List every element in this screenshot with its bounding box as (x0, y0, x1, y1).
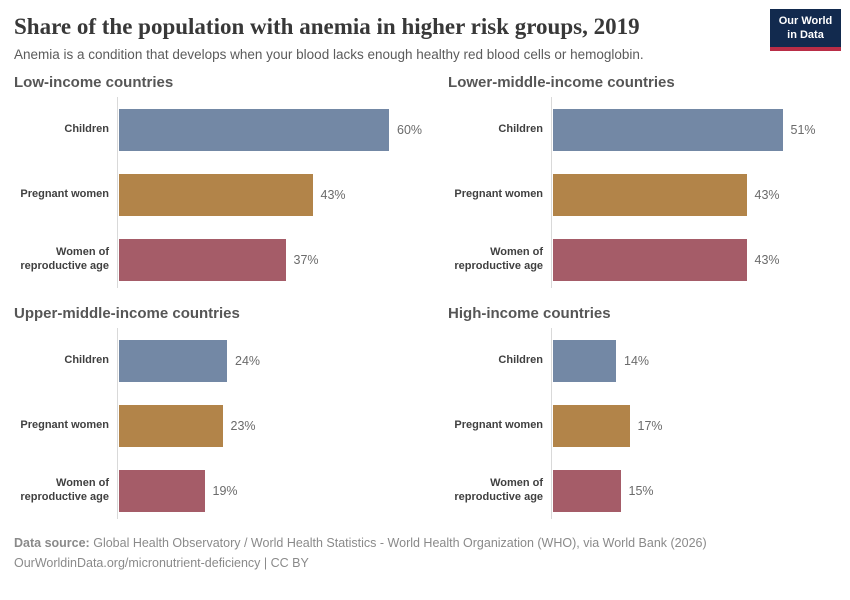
bar-women-reproductive-age (119, 239, 286, 281)
value-label-pregnant-women: 43% (754, 188, 780, 202)
bar-women-reproductive-age (553, 239, 747, 281)
value-label-children: 14% (624, 354, 650, 368)
y-axis-line (117, 97, 118, 288)
panel-title-lower-middle-income: Lower-middle-income countries (448, 74, 675, 91)
y-axis-line (551, 97, 553, 288)
bar-track: 19% (117, 470, 238, 512)
bar-track: 51% (551, 109, 816, 151)
bar-row-women-reproductive-age: Women of reproductive age 43% (448, 239, 836, 281)
bar-row-children: Children 14% (448, 340, 836, 382)
bar-chart-upper-middle-income: Children 24% Pregnant women 23% Women of… (14, 328, 422, 519)
value-label-children: 51% (790, 123, 816, 137)
panel-high-income: High-income countries Children 14% Pregn… (448, 305, 836, 519)
footer: Data source: Global Health Observatory /… (14, 533, 836, 573)
bar-track: 43% (551, 239, 780, 281)
panel-lower-middle-income: Lower-middle-income countries Children 5… (448, 74, 836, 288)
data-source-label: Data source: (14, 536, 90, 550)
bar-row-children: Children 24% (14, 340, 422, 382)
panel-title-low-income: Low-income countries (14, 74, 174, 91)
value-label-pregnant-women: 17% (637, 419, 663, 433)
value-label-children: 24% (235, 354, 261, 368)
category-label-children: Children (64, 123, 109, 136)
panel-low-income: Low-income countries Children 60% Pregna… (14, 74, 422, 288)
category-label-women-reproductive-age: Women of reproductive age (20, 477, 109, 503)
bar-row-women-reproductive-age: Women of reproductive age 19% (14, 470, 422, 512)
value-label-children: 60% (397, 123, 423, 137)
license-line: OurWorldinData.org/micronutrient-deficie… (14, 556, 309, 570)
bar-row-children: Children 60% (14, 109, 422, 151)
bar-row-pregnant-women: Pregnant women 17% (448, 405, 836, 447)
bar-women-reproductive-age (553, 470, 621, 512)
owid-logo-line1: Our World (778, 15, 833, 27)
panel-title-high-income: High-income countries (448, 305, 611, 322)
value-label-women-reproductive-age: 37% (293, 253, 319, 267)
bar-chart-high-income: Children 14% Pregnant women 17% Women of… (448, 328, 836, 519)
value-label-pregnant-women: 23% (230, 419, 256, 433)
bar-pregnant-women (119, 174, 313, 216)
category-label-children: Children (498, 354, 544, 367)
bar-track: 37% (117, 239, 319, 281)
bar-row-children: Children 51% (448, 109, 836, 151)
owid-logo-line2: in Data (787, 29, 824, 42)
panels-grid: Low-income countries Children 60% Pregna… (14, 74, 836, 519)
y-axis-line (117, 328, 118, 519)
category-label-women-reproductive-age: Women of reproductive age (454, 477, 544, 503)
category-label-children: Children (498, 123, 544, 136)
bar-row-pregnant-women: Pregnant women 43% (14, 174, 422, 216)
bar-row-pregnant-women: Pregnant women 23% (14, 405, 422, 447)
data-source-line: Data source: Global Health Observatory /… (14, 533, 836, 553)
panel-title-upper-middle-income: Upper-middle-income countries (14, 305, 240, 322)
bar-pregnant-women (553, 174, 747, 216)
owid-logo: Our World in Data (770, 9, 841, 51)
bar-track: 14% (551, 340, 649, 382)
bar-track: 43% (117, 174, 346, 216)
page-subtitle: Anemia is a condition that develops when… (14, 47, 644, 62)
bar-track: 17% (551, 405, 663, 447)
bar-row-women-reproductive-age: Women of reproductive age 37% (14, 239, 422, 281)
bar-track: 60% (117, 109, 422, 151)
page-title: Share of the population with anemia in h… (14, 14, 640, 39)
bar-track: 43% (551, 174, 780, 216)
bar-children (119, 340, 227, 382)
bar-children (553, 340, 617, 382)
bar-row-pregnant-women: Pregnant women 43% (448, 174, 836, 216)
bar-chart-low-income: Children 60% Pregnant women 43% Women of… (14, 97, 422, 288)
category-label-pregnant-women: Pregnant women (20, 419, 109, 432)
bar-row-women-reproductive-age: Women of reproductive age 15% (448, 470, 836, 512)
bar-track: 24% (117, 340, 260, 382)
y-axis-line (551, 328, 553, 519)
category-label-women-reproductive-age: Women of reproductive age (20, 246, 109, 272)
data-source-text: Global Health Observatory / World Health… (93, 536, 707, 550)
value-label-women-reproductive-age: 15% (628, 484, 654, 498)
category-label-children: Children (64, 354, 109, 367)
category-label-women-reproductive-age: Women of reproductive age (454, 246, 544, 272)
value-label-women-reproductive-age: 19% (212, 484, 238, 498)
panel-upper-middle-income: Upper-middle-income countries Children 2… (14, 305, 422, 519)
bar-track: 23% (117, 405, 256, 447)
bar-chart-lower-middle-income: Children 51% Pregnant women 43% Women of… (448, 97, 836, 288)
bar-pregnant-women (553, 405, 630, 447)
bar-pregnant-women (119, 405, 223, 447)
bar-children (553, 109, 783, 151)
category-label-pregnant-women: Pregnant women (454, 188, 544, 201)
bar-women-reproductive-age (119, 470, 205, 512)
value-label-pregnant-women: 43% (320, 188, 346, 202)
value-label-women-reproductive-age: 43% (754, 253, 780, 267)
bar-children (119, 109, 389, 151)
bar-track: 15% (551, 470, 654, 512)
category-label-pregnant-women: Pregnant women (20, 188, 109, 201)
category-label-pregnant-women: Pregnant women (454, 419, 544, 432)
